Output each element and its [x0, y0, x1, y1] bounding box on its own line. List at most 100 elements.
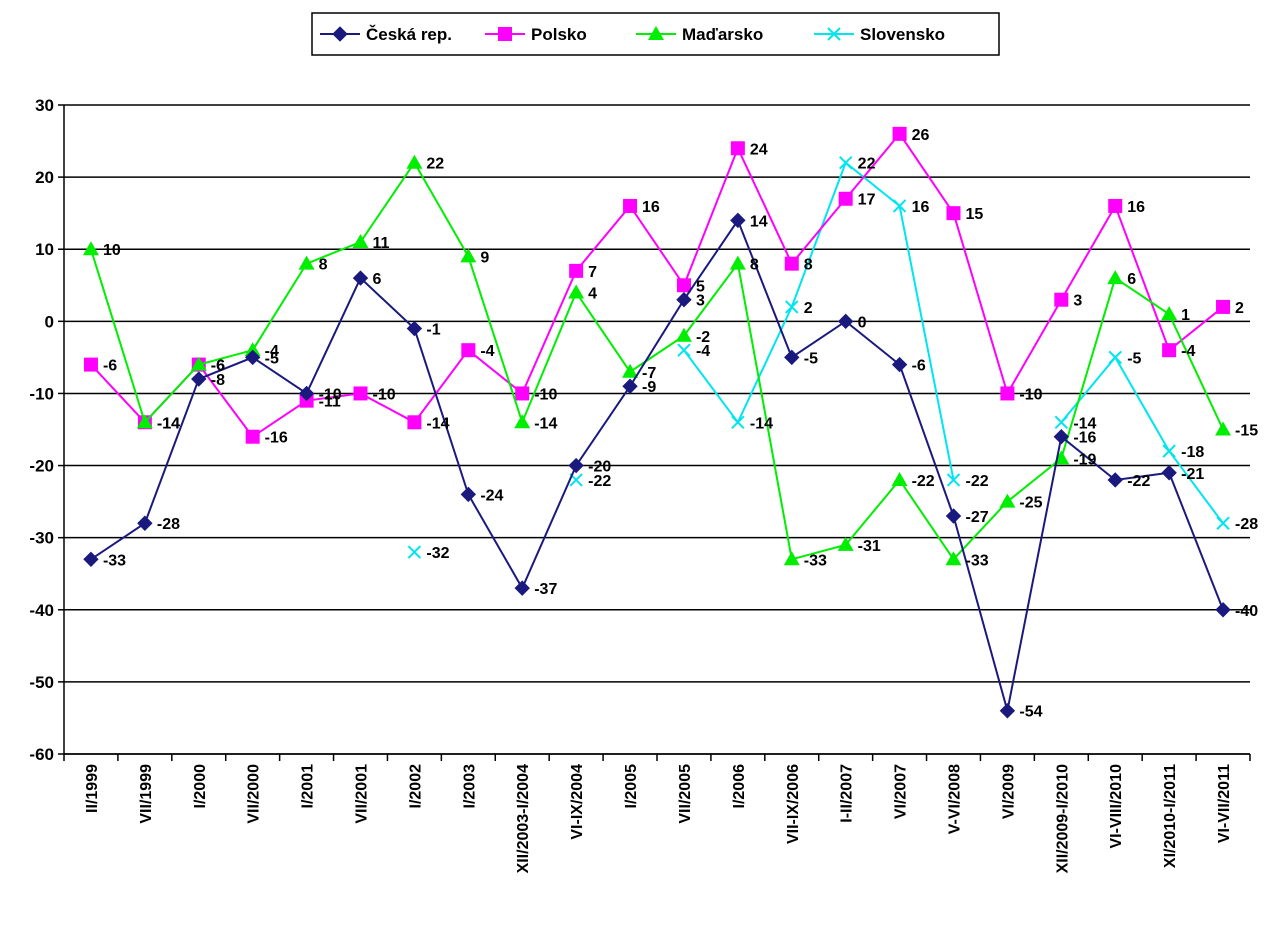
data-label-slovensko: -22: [966, 473, 989, 490]
y-tick-label: 10: [35, 240, 54, 259]
marker-madarsko: [622, 363, 639, 378]
x-axis-ticks: II/1999 VII/1999 I/2000 VII/2000 I/2001 VII/2…: [63, 754, 1251, 874]
marker-madarsko: [1161, 306, 1178, 321]
x-tick-label: XII/2003-I/2004: [515, 764, 532, 874]
data-label-madarsko: -33: [804, 552, 827, 569]
marker-polsko: [623, 198, 638, 213]
marker-ceska-rep: [1053, 429, 1070, 445]
marker-polsko: [676, 278, 691, 293]
marker-polsko: [892, 126, 907, 141]
marker-ceska-rep: [406, 320, 423, 337]
data-label-madarsko: 10: [103, 242, 121, 259]
y-tick-label: -20: [29, 457, 54, 476]
y-tick-label: 20: [35, 168, 54, 187]
marker-polsko: [1054, 292, 1069, 307]
data-label-ceska-rep: -5: [265, 350, 279, 367]
marker-ceska-rep: [784, 349, 800, 366]
marker-madarsko: [514, 414, 531, 429]
data-label-slovensko: 2: [804, 300, 813, 317]
data-label-polsko: 16: [642, 199, 660, 216]
legend-marker-slovensko: [827, 27, 841, 41]
marker-polsko: [946, 206, 961, 221]
legend-item-ceska-rep: Česká rep.: [320, 25, 452, 44]
y-tick-label: -10: [29, 384, 54, 403]
marker-ceska-rep: [1161, 465, 1177, 481]
series-line-ceska-rep: [90, 218, 1224, 712]
x-tick-label: VII/2000: [246, 764, 263, 824]
legend-marker-madarsko: [648, 26, 664, 40]
x-tick-label: VII/1999: [138, 764, 155, 824]
x-marker-stroke: [827, 27, 841, 41]
x-marker-stroke: [407, 545, 422, 559]
data-label-madarsko: -15: [1235, 423, 1258, 440]
data-label-ceska-rep: -28: [157, 516, 180, 533]
data-label-ceska-rep: -5: [804, 350, 818, 367]
x-tick-label: I/2000: [192, 764, 209, 809]
marker-ceska-rep: [837, 313, 854, 330]
data-label-ceska-rep: 6: [373, 271, 382, 288]
series-group: [82, 126, 1232, 719]
marker-ceska-rep: [191, 371, 207, 387]
marker-madarsko: [783, 551, 800, 566]
legend-label-slovensko: Slovensko: [860, 25, 945, 44]
data-label-slovensko: 22: [858, 156, 876, 173]
marker-polsko: [461, 343, 476, 358]
data-label-ceska-rep: -21: [1181, 466, 1204, 483]
x-marker-stroke: [1162, 444, 1176, 458]
data-label-ceska-rep: -16: [1073, 430, 1096, 447]
x-marker-stroke: [1054, 415, 1069, 429]
data-label-polsko: -6: [211, 358, 225, 375]
data-label-madarsko: -4: [265, 343, 279, 360]
x-tick-label: VI-VII/2011: [1216, 764, 1233, 843]
data-label-polsko: -6: [103, 358, 117, 375]
data-label-polsko: -11: [319, 394, 341, 411]
marker-ceska-rep: [514, 580, 530, 596]
marker-slovensko: [946, 473, 961, 487]
marker-madarsko: [837, 536, 854, 551]
marker-ceska-rep: [298, 385, 315, 402]
data-label-slovensko: -5: [1127, 350, 1141, 367]
data-label-slovensko: -32: [426, 545, 449, 562]
x-tick-label: I/2002: [407, 764, 424, 809]
legend-item-slovensko: Slovensko: [814, 25, 945, 44]
data-label-polsko: 7: [588, 264, 597, 281]
marker-madarsko: [82, 241, 99, 256]
data-label-polsko: 15: [966, 206, 984, 223]
data-label-ceska-rep: -22: [1127, 473, 1150, 490]
marker-madarsko: [298, 255, 315, 270]
marker-ceska-rep: [352, 270, 369, 286]
marker-madarsko: [136, 414, 153, 429]
y-tick-label: 30: [35, 96, 54, 115]
y-tick-label: 0: [45, 312, 54, 331]
marker-madarsko: [1215, 421, 1232, 436]
marker-ceska-rep: [1107, 472, 1123, 488]
data-label-madarsko: -14: [534, 415, 557, 432]
data-label-ceska-rep: 3: [696, 293, 705, 310]
data-label-ceska-rep: -9: [642, 379, 656, 396]
x-tick-label: I/2005: [623, 764, 640, 809]
series-ceska-rep: [83, 212, 1231, 719]
marker-madarsko: [891, 471, 908, 486]
x-marker-stroke: [569, 473, 583, 487]
marker-slovensko: [1162, 444, 1176, 458]
data-label-slovensko: -22: [588, 473, 611, 490]
marker-polsko: [1000, 386, 1015, 401]
marker-ceska-rep: [460, 486, 477, 503]
data-label-ceska-rep: -8: [211, 372, 225, 389]
data-label-madarsko: -6: [211, 358, 225, 375]
series-slovensko: [407, 155, 1230, 559]
marker-slovensko: [785, 300, 799, 314]
marker-slovensko: [407, 545, 422, 559]
y-axis-ticks: 30 20 10 0 -10 -20 -30 -40 -50 -60: [29, 96, 64, 764]
marker-polsko: [245, 429, 260, 444]
data-label-ceska-rep: -27: [966, 509, 989, 526]
data-label-ceska-rep: -33: [103, 552, 126, 569]
marker-polsko: [838, 191, 853, 206]
series-line-slovensko: [683, 161, 955, 481]
series-line-madarsko: [89, 160, 1224, 561]
marker-madarsko: [352, 234, 369, 249]
y-tick-label: -60: [29, 745, 54, 764]
x-marker-stroke: [1108, 350, 1122, 365]
marker-polsko: [353, 386, 368, 401]
